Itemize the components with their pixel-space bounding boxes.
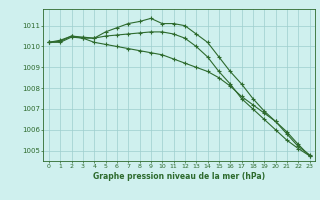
- X-axis label: Graphe pression niveau de la mer (hPa): Graphe pression niveau de la mer (hPa): [93, 172, 265, 181]
